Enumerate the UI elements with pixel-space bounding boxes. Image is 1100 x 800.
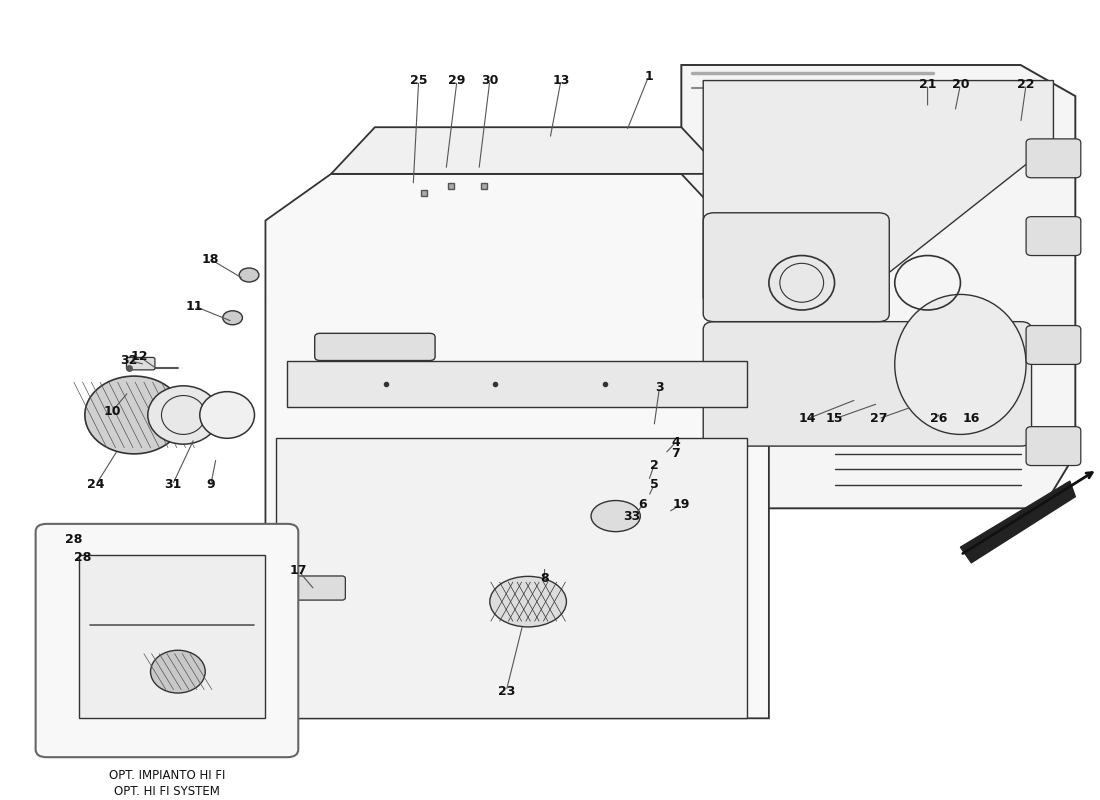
Text: 4: 4 <box>671 436 680 449</box>
Text: 28: 28 <box>74 551 91 564</box>
Text: 22: 22 <box>1018 78 1035 91</box>
Ellipse shape <box>147 386 219 444</box>
Polygon shape <box>331 127 725 174</box>
Polygon shape <box>960 481 1076 562</box>
Text: 14: 14 <box>799 412 816 426</box>
Text: 15: 15 <box>826 412 844 426</box>
Ellipse shape <box>151 650 206 693</box>
Text: 27: 27 <box>870 412 887 426</box>
Ellipse shape <box>223 310 242 325</box>
Ellipse shape <box>894 294 1026 434</box>
Text: 3: 3 <box>656 382 663 394</box>
Text: 10: 10 <box>103 405 121 418</box>
Text: eurospares: eurospares <box>263 544 508 582</box>
Text: 12: 12 <box>131 350 149 363</box>
FancyBboxPatch shape <box>1026 139 1081 178</box>
Text: 21: 21 <box>918 78 936 91</box>
Text: 9: 9 <box>207 478 215 491</box>
Text: 32: 32 <box>120 354 138 367</box>
Text: 6: 6 <box>639 498 647 511</box>
Text: 31: 31 <box>164 478 182 491</box>
Text: 25: 25 <box>410 74 428 87</box>
Ellipse shape <box>239 268 258 282</box>
Ellipse shape <box>490 576 566 627</box>
Ellipse shape <box>200 392 254 438</box>
Text: 26: 26 <box>930 412 947 426</box>
Text: 1: 1 <box>645 70 653 83</box>
Ellipse shape <box>591 501 640 532</box>
Text: 29: 29 <box>449 74 465 87</box>
FancyBboxPatch shape <box>1026 217 1081 255</box>
Text: 8: 8 <box>540 572 549 585</box>
FancyBboxPatch shape <box>126 358 155 370</box>
Text: 11: 11 <box>186 299 204 313</box>
FancyBboxPatch shape <box>315 334 436 361</box>
Text: 24: 24 <box>87 478 104 491</box>
Text: 17: 17 <box>289 564 307 577</box>
FancyBboxPatch shape <box>703 213 889 322</box>
Text: 19: 19 <box>672 498 690 511</box>
Text: 5: 5 <box>650 478 658 491</box>
Text: 33: 33 <box>624 510 640 522</box>
Text: 20: 20 <box>952 78 969 91</box>
Text: eurospares: eurospares <box>263 279 508 318</box>
Text: OPT. IMPIANTO HI FI: OPT. IMPIANTO HI FI <box>109 769 226 782</box>
FancyBboxPatch shape <box>1026 426 1081 466</box>
Text: 28: 28 <box>65 533 82 546</box>
Text: 23: 23 <box>497 685 515 698</box>
Polygon shape <box>79 555 265 718</box>
Text: OPT. HI FI SYSTEM: OPT. HI FI SYSTEM <box>114 785 220 798</box>
Polygon shape <box>265 174 769 718</box>
Text: 13: 13 <box>552 74 570 87</box>
Polygon shape <box>287 361 747 407</box>
Text: 2: 2 <box>650 459 658 472</box>
FancyBboxPatch shape <box>35 524 298 757</box>
Text: 16: 16 <box>962 412 980 426</box>
Text: 7: 7 <box>671 447 680 460</box>
FancyBboxPatch shape <box>295 576 345 600</box>
Polygon shape <box>681 65 1076 508</box>
Polygon shape <box>276 438 747 718</box>
Text: 30: 30 <box>481 74 498 87</box>
Text: 18: 18 <box>202 253 219 266</box>
Ellipse shape <box>85 376 184 454</box>
FancyBboxPatch shape <box>703 322 1032 446</box>
Polygon shape <box>703 81 1054 298</box>
FancyBboxPatch shape <box>1026 326 1081 365</box>
